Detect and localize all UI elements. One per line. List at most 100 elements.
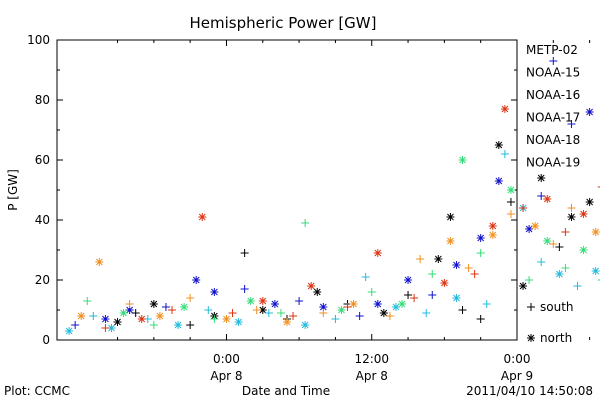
- data-point-star: [476, 234, 485, 242]
- y-tick-label: 80: [35, 93, 50, 107]
- data-point-plus: [71, 321, 80, 329]
- data-point-star: [446, 237, 455, 245]
- series-noaa-15: [71, 57, 594, 329]
- data-point-star: [283, 318, 291, 326]
- data-point-plus: [343, 303, 352, 311]
- data-point-star: [95, 258, 104, 266]
- y-axis-label: P [GW]: [6, 169, 20, 211]
- data-point-star: [446, 213, 455, 221]
- data-point-plus: [125, 300, 134, 308]
- data-point-star: [398, 300, 406, 308]
- y-tick-label: 20: [35, 273, 50, 287]
- data-point-plus: [410, 294, 419, 302]
- legend-series-noaa-19: NOAA-19: [526, 156, 580, 170]
- data-point-plus: [186, 294, 195, 302]
- data-point-plus: [597, 279, 600, 281]
- data-point-plus: [331, 315, 340, 323]
- legend-series-noaa-15: NOAA-15: [526, 66, 580, 80]
- data-point-plus: [567, 120, 576, 128]
- data-point-plus: [470, 270, 479, 278]
- data-point-star: [101, 315, 110, 323]
- data-point-plus: [319, 309, 328, 317]
- data-point-plus: [519, 204, 528, 212]
- data-point-star: [119, 309, 128, 317]
- data-point-plus: [567, 204, 576, 212]
- data-point-plus: [83, 297, 92, 305]
- y-tick-label: 60: [35, 153, 50, 167]
- data-point-plus: [161, 303, 170, 311]
- data-point-star: [174, 321, 183, 329]
- data-point-plus: [367, 288, 376, 296]
- plot-timestamp: 2011/04/10 14:50:08: [466, 384, 593, 398]
- plot-frame: [56, 39, 518, 341]
- data-point-plus: [537, 192, 546, 200]
- plot-area: 0 20 40 60 80 100 0:00 Apr 8 12:00 Apr 8 0:00 Apr 9…: [27, 33, 600, 383]
- data-point-plus: [252, 306, 261, 314]
- data-point-star: [531, 222, 540, 230]
- data-point-plus: [476, 249, 485, 257]
- data-point-star: [319, 303, 328, 311]
- data-point-plus: [555, 243, 564, 251]
- legend-series-noaa-17: NOAA-17: [526, 111, 580, 125]
- data-point-star: [452, 294, 461, 302]
- data-point-star: [258, 306, 267, 314]
- data-point-star: [591, 228, 600, 236]
- legend: METP-02 NOAA-15 NOAA-16 NOAA-17 NOAA-18 NOAA-…: [526, 43, 580, 345]
- x-tick-date-label: Apr 8: [356, 369, 388, 383]
- data-point-plus: [482, 300, 491, 308]
- legend-series-noaa-18: NOAA-18: [526, 133, 580, 147]
- data-point-star: [452, 261, 461, 269]
- data-point-plus: [404, 291, 413, 299]
- legend-marker-south: south: [540, 300, 574, 314]
- data-point-star: [222, 315, 231, 323]
- data-point-star: [313, 288, 322, 296]
- data-point-plus: [355, 312, 364, 320]
- data-point-star: [555, 270, 564, 278]
- data-point-star: [125, 306, 134, 314]
- x-axis-label: Date and Time: [242, 384, 330, 398]
- data-point-star: [198, 213, 207, 221]
- data-point-star: [192, 276, 201, 284]
- data-point-star: [379, 309, 388, 317]
- data-point-plus: [204, 306, 213, 314]
- data-point-plus: [549, 240, 558, 248]
- y-tick-label: 100: [27, 33, 50, 47]
- x-tick-label: 12:00: [354, 352, 389, 366]
- data-point-plus: [561, 228, 570, 236]
- data-point-plus: [89, 312, 98, 320]
- x-tick-date-label: Apr 8: [210, 369, 242, 383]
- series-noaa-16: [65, 150, 600, 335]
- data-point-plus: [525, 276, 534, 284]
- data-point-star: [65, 327, 74, 335]
- data-point-star: [349, 300, 358, 308]
- series-metp-02: [113, 141, 594, 329]
- data-point-star: [585, 108, 594, 116]
- legend-marker-north: north: [540, 331, 572, 345]
- data-point-star: [506, 186, 515, 194]
- data-point-plus: [573, 282, 582, 290]
- data-point-plus: [422, 309, 431, 317]
- data-point-plus: [506, 210, 515, 218]
- series-noaa-19: [101, 105, 600, 332]
- chart-title: Hemispheric Power [GW]: [190, 14, 377, 32]
- data-point-star: [567, 213, 576, 221]
- x-tick-label: 0:00: [213, 352, 240, 366]
- x-tick-date-label: Apr 9: [501, 369, 533, 383]
- data-point-star: [301, 321, 310, 329]
- data-point-plus: [149, 321, 158, 329]
- data-point-star: [337, 306, 346, 314]
- data-point-star: [525, 225, 534, 233]
- data-point-plus: [416, 255, 425, 263]
- data-point-star: [543, 237, 552, 245]
- data-point-plus: [295, 297, 304, 305]
- data-point-star: [440, 279, 449, 287]
- data-point-plus: [549, 57, 558, 65]
- data-point-star: [246, 297, 255, 305]
- data-point-star: [391, 303, 400, 311]
- data-point-star: [494, 177, 503, 185]
- data-point-star: [180, 303, 189, 311]
- data-point-plus: [361, 273, 370, 281]
- data-point-plus: [168, 306, 176, 314]
- legend-series-noaa-16: NOAA-16: [526, 88, 580, 102]
- data-point-star: [488, 231, 497, 239]
